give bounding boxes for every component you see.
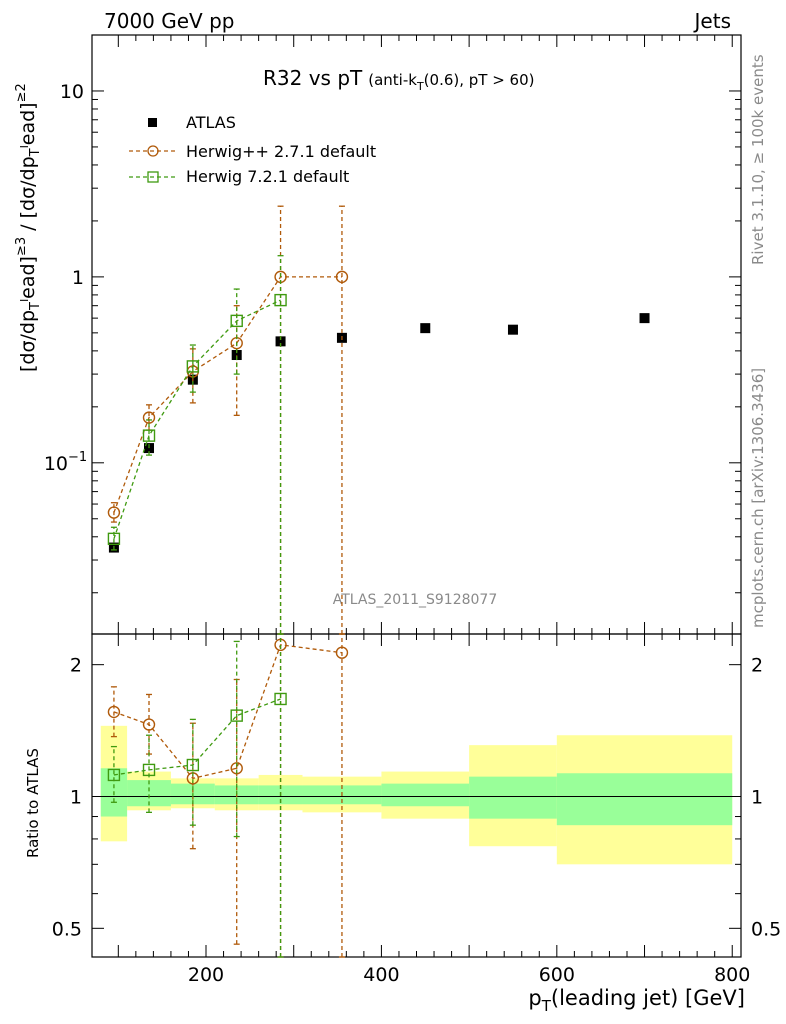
ratio-y-tick-label-left: 2 bbox=[70, 655, 82, 677]
herwig7-line bbox=[113, 299, 281, 540]
analysis-id: ATLAS_2011_S9128077 bbox=[333, 592, 498, 608]
herwig7-point bbox=[230, 314, 243, 328]
legend-label-herwigpp: Herwig++ 2.7.1 default bbox=[186, 142, 376, 161]
atlas-point bbox=[420, 323, 431, 334]
ratio-y-tick-label-right: 2 bbox=[751, 655, 763, 677]
x-axis-label: pT(leading jet) [GeV] bbox=[528, 986, 745, 1015]
mcplots-label: mcplots.cern.ch [arXiv:1306.3436] bbox=[749, 368, 767, 628]
legend-label-atlas: ATLAS bbox=[186, 113, 236, 132]
ratio-y-tick-label-right: 0.5 bbox=[751, 918, 781, 940]
ratio-y-tick-label-left: 1 bbox=[70, 786, 82, 808]
band-inner-7 bbox=[469, 776, 557, 819]
header-left: 7000 GeV pp bbox=[104, 9, 235, 33]
x-tick-label: 200 bbox=[188, 964, 224, 986]
legend-marker-atlas bbox=[148, 118, 157, 127]
herwigpp-point bbox=[335, 270, 349, 284]
herwigpp-point bbox=[107, 506, 121, 519]
y-axis-label-top: [dσ/dpTˡead]≥3 / [dσ/dpTˡead]≥2 bbox=[14, 83, 43, 372]
atlas-point bbox=[639, 313, 650, 324]
y-tick-label-exp: −1 bbox=[68, 450, 87, 465]
ratio-y-tick-label-left: 0.5 bbox=[52, 918, 82, 940]
plot-title: R32 vs pT (anti-kT(0.6), pT > 60) bbox=[263, 66, 535, 93]
rivet-label: Rivet 3.1.10, ≥ 100k events bbox=[749, 54, 767, 265]
title-main: R32 vs pT bbox=[263, 66, 363, 90]
ratio-herwig7-point bbox=[274, 692, 287, 706]
x-tick-label: 400 bbox=[363, 964, 399, 986]
legend-marker-herwig7 bbox=[147, 171, 159, 183]
y-tick-label: 10 bbox=[44, 453, 68, 475]
atlas-point bbox=[231, 350, 242, 361]
ratio-herwig7-point bbox=[107, 768, 121, 782]
y-tick-label: 1 bbox=[72, 267, 84, 289]
y-tick-label: 10 bbox=[60, 81, 84, 103]
title-sub-sub: T bbox=[416, 80, 424, 93]
legend-marker-herwigpp bbox=[147, 145, 159, 157]
herwig7-point bbox=[186, 360, 200, 373]
title-sub-suffix: (0.6), pT > 60) bbox=[424, 71, 535, 89]
ratio-herwigpp-point bbox=[142, 718, 156, 731]
ratio-herwigpp-point bbox=[335, 646, 349, 659]
herwig7-point bbox=[142, 429, 156, 442]
ratio-herwigpp-point bbox=[107, 705, 121, 719]
band-inner-8 bbox=[556, 773, 733, 826]
ratio-y-tick-label-right: 1 bbox=[751, 786, 763, 808]
herwig7-point bbox=[107, 532, 121, 546]
ratio-herwig7-point bbox=[186, 758, 200, 772]
atlas-point bbox=[507, 324, 518, 335]
x-tick-label: 800 bbox=[714, 964, 750, 986]
ratio-herwigpp-line bbox=[113, 644, 343, 780]
ratio-herwig7-point bbox=[142, 763, 156, 777]
y-axis-label-bottom: Ratio to ATLAS bbox=[24, 748, 42, 858]
herwig7-point bbox=[274, 293, 287, 307]
legend: ATLAS Herwig++ 2.7.1 default Herwig 7.2.… bbox=[129, 113, 376, 186]
atlas-point bbox=[275, 336, 286, 347]
x-tick-label: 600 bbox=[539, 964, 575, 986]
ratio-herwig7-point bbox=[230, 709, 243, 722]
herwigpp-line bbox=[113, 276, 342, 513]
band-inner-6 bbox=[381, 783, 470, 807]
legend-label-herwig7: Herwig 7.2.1 default bbox=[186, 167, 349, 186]
herwigpp-point bbox=[142, 411, 156, 424]
ratio-herwig7-line bbox=[113, 698, 281, 776]
ratio-panel: 200 400 600 800 0.5 0.5 1 1 2 2 bbox=[52, 633, 781, 986]
title-sub-prefix: (anti-k bbox=[368, 71, 417, 89]
header-right: Jets bbox=[693, 9, 731, 33]
